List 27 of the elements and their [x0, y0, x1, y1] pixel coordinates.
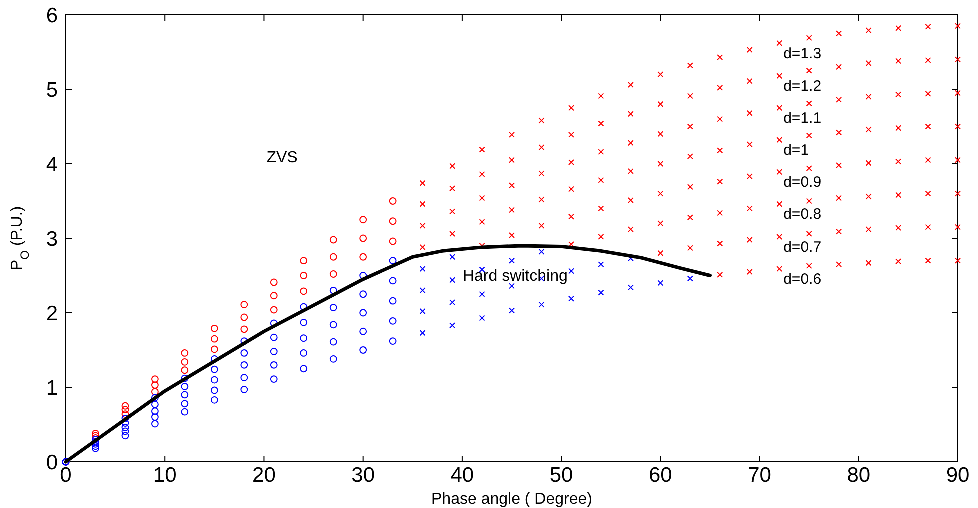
series-label: d=0.6: [784, 271, 822, 288]
series-label: d=1.2: [784, 78, 822, 96]
x-axis-title: Phase angle ( Degree): [432, 491, 592, 508]
series-label: d=0.8: [784, 206, 822, 224]
x-tick-label: 20: [252, 464, 276, 487]
x-tick-label: 40: [450, 464, 474, 487]
series-label: d=1.3: [784, 45, 822, 62]
annotation: Hard switching: [462, 268, 568, 285]
y-tick-label: 5: [46, 78, 58, 102]
x-tick-label: 30: [352, 464, 376, 487]
x-tick-label: 80: [847, 464, 871, 487]
series-label: d=0.7: [784, 239, 822, 256]
annotation: ZVS: [266, 150, 298, 167]
y-tick-label: 3: [46, 228, 58, 251]
y-tick-label: 6: [46, 4, 58, 28]
y-tick-label: 4: [46, 153, 58, 176]
x-tick-label: 0: [60, 464, 72, 487]
x-tick-label: 90: [946, 464, 970, 487]
y-tick-label: 2: [46, 302, 58, 326]
series-label: d=0.9: [784, 174, 822, 192]
x-tick-label: 70: [748, 464, 772, 487]
series-label: d=1.1: [784, 110, 822, 128]
y-tick-label: 1: [46, 376, 58, 400]
x-tick-label: 60: [648, 464, 672, 487]
series-label: d=1: [784, 142, 810, 160]
x-tick-label: 50: [550, 464, 574, 487]
x-tick-label: 10: [153, 464, 177, 487]
